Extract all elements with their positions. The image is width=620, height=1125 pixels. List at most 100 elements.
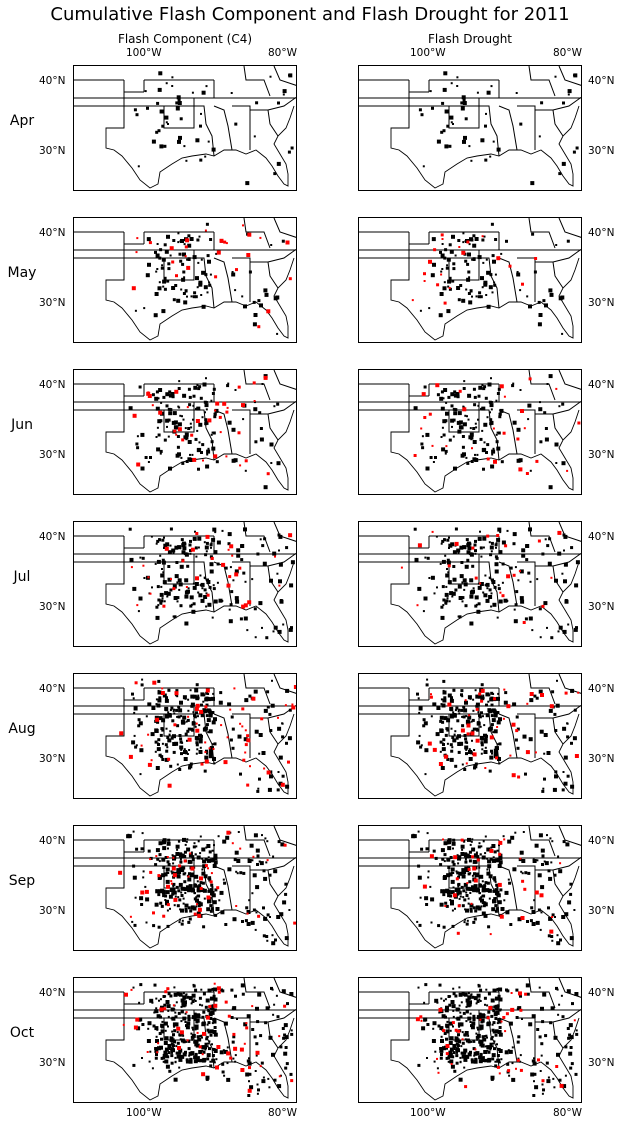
drought-pixel: [477, 602, 481, 606]
drought-pixel: [278, 781, 283, 786]
drought-pixel: [213, 550, 218, 555]
state-boundary-line: [535, 1021, 564, 1049]
drought-pixel: [170, 1054, 174, 1058]
drought-pixel: [484, 1003, 486, 1006]
drought-pixel: [195, 555, 198, 558]
drought-pixel: [488, 541, 491, 544]
flash-pixel: [519, 1008, 523, 1012]
row-label-sep: Sep: [8, 873, 36, 889]
drought-pixel: [186, 729, 190, 733]
drought-pixel: [422, 718, 426, 722]
drought-pixel: [459, 741, 464, 746]
drought-pixel: [558, 172, 562, 176]
drought-pixel: [441, 720, 445, 724]
drought-pixel: [456, 85, 459, 87]
drought-pixel: [266, 690, 270, 694]
drought-pixel: [561, 402, 565, 406]
drought-pixel: [156, 720, 160, 724]
drought-pixel: [215, 1058, 218, 1061]
drought-pixel: [229, 738, 233, 742]
map-svg: [359, 978, 581, 1101]
drought-pixel: [159, 901, 163, 905]
drought-pixel: [251, 859, 254, 862]
drought-pixel: [181, 415, 183, 418]
drought-pixel: [256, 863, 259, 866]
drought-pixel: [139, 556, 142, 559]
drought-pixel: [158, 1032, 162, 1035]
drought-pixel: [180, 894, 184, 897]
flash-pixel: [288, 533, 293, 538]
flash-pixel: [284, 704, 287, 707]
drought-pixel: [440, 848, 445, 853]
drought-pixel: [444, 998, 447, 1001]
drought-pixel: [204, 755, 209, 760]
drought-pixel: [413, 406, 418, 411]
drought-pixel: [190, 295, 193, 298]
drought-pixel: [167, 123, 169, 125]
flash-pixel: [147, 576, 150, 579]
drought-pixel: [198, 593, 203, 598]
drought-pixel: [149, 456, 152, 459]
drought-pixel: [427, 870, 430, 873]
drought-pixel: [479, 725, 482, 728]
drought-pixel: [154, 740, 158, 744]
drought-pixel: [462, 405, 465, 408]
flash-pixel: [244, 751, 247, 754]
drought-pixel: [213, 844, 215, 847]
drought-pixel: [475, 704, 479, 708]
drought-pixel: [200, 294, 203, 296]
flash-pixel: [244, 459, 248, 463]
drought-pixel: [229, 566, 232, 569]
drought-pixel: [439, 715, 444, 720]
drought-pixel: [198, 235, 201, 238]
lat-tick-label: 40°N: [588, 227, 615, 239]
coastline: [105, 561, 295, 645]
drought-pixel: [540, 1054, 543, 1057]
drought-pixel: [476, 855, 480, 859]
drought-pixel: [194, 853, 197, 856]
drought-pixel: [459, 1022, 464, 1027]
drought-pixel: [134, 896, 137, 899]
drought-pixel: [561, 161, 566, 166]
drought-pixel: [152, 924, 156, 928]
drought-pixel: [233, 458, 238, 463]
drought-pixel: [522, 734, 527, 739]
drought-pixel: [155, 253, 160, 258]
drought-pixel: [171, 888, 176, 893]
drought-pixel: [211, 720, 216, 725]
state-boundary-line: [535, 109, 564, 137]
drought-pixel: [191, 858, 195, 861]
drought-pixel: [231, 272, 236, 277]
drought-pixel: [134, 745, 138, 749]
drought-pixel: [184, 594, 189, 599]
drought-pixel: [251, 1028, 255, 1031]
drought-pixel: [172, 890, 177, 895]
drought-pixel: [455, 1007, 460, 1012]
drought-pixel: [260, 1061, 264, 1065]
drought-pixel: [486, 90, 491, 95]
drought-pixel: [489, 545, 494, 550]
drought-pixel: [256, 854, 260, 858]
flash-pixel: [454, 541, 459, 546]
drought-pixel: [563, 534, 568, 539]
drought-pixel: [286, 1002, 289, 1006]
drought-pixel: [188, 1054, 191, 1057]
drought-pixel: [134, 309, 137, 312]
drought-pixel: [180, 748, 183, 751]
drought-pixel: [498, 1008, 502, 1012]
drought-pixel: [458, 986, 461, 989]
drought-pixel: [174, 895, 177, 898]
drought-pixel: [575, 560, 580, 565]
flash-pixel: [212, 747, 215, 750]
drought-pixel: [498, 412, 501, 415]
drought-pixel: [187, 387, 191, 391]
drought-pixel: [440, 1053, 443, 1056]
flash-pixel: [253, 400, 256, 402]
drought-pixel: [460, 561, 464, 564]
drought-pixel: [460, 689, 464, 693]
drought-pixel: [465, 894, 469, 897]
flash-pixel: [213, 454, 218, 459]
drought-pixel: [147, 461, 150, 463]
drought-pixel: [464, 1038, 467, 1041]
drought-pixel: [245, 181, 250, 186]
